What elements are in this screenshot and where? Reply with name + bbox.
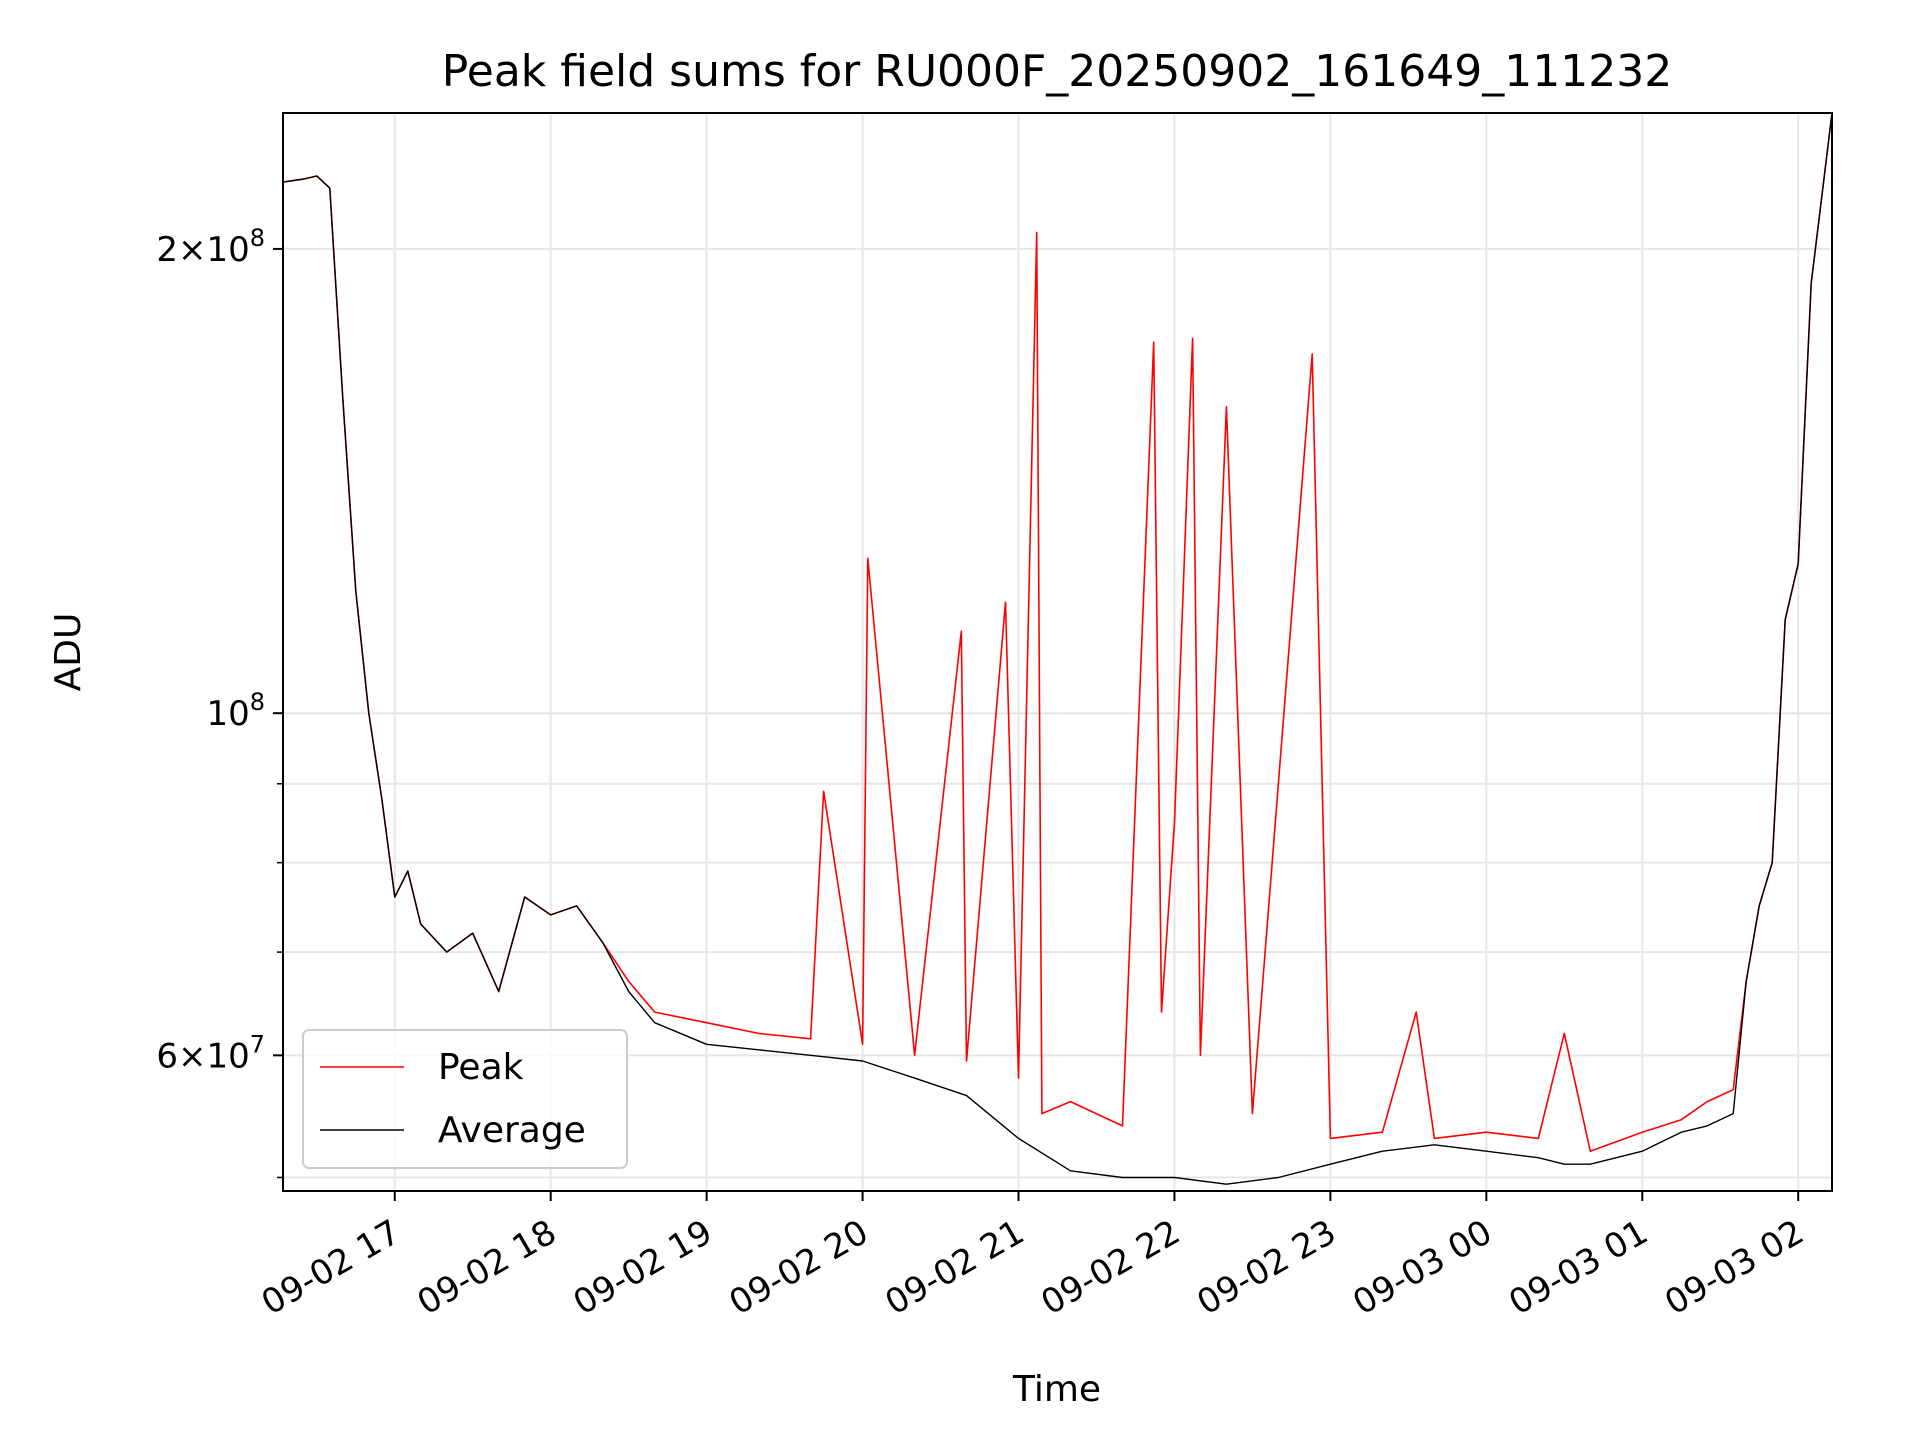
plot-frame <box>282 112 1833 1192</box>
y-axis-label: ADU <box>48 613 89 692</box>
grid <box>283 113 1832 1191</box>
legend-box <box>302 1029 628 1169</box>
legend: Peak Average <box>302 1029 628 1169</box>
series-line-average <box>282 112 1833 1185</box>
y-axis-ticks: 6×107 108 2×108 <box>156 224 283 1179</box>
y-tick-label: 108 <box>206 688 265 734</box>
y-tick-label: 2×108 <box>156 224 265 270</box>
legend-label-peak: Peak <box>438 1047 524 1088</box>
y-tick-label: 6×107 <box>156 1030 265 1076</box>
series-layer <box>282 112 1833 1185</box>
chart-title: Peak field sums for RU000F_20250902_1616… <box>442 46 1672 97</box>
legend-label-average: Average <box>438 1110 586 1151</box>
x-axis-label: Time <box>1012 1369 1101 1410</box>
